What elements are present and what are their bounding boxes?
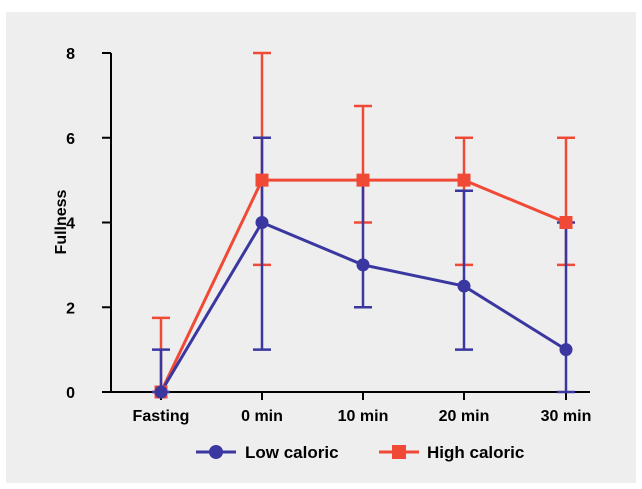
legend-item: Low caloric bbox=[196, 443, 339, 462]
x-tick-label: Fasting bbox=[133, 408, 190, 425]
x-tick-label: 30 min bbox=[541, 408, 592, 425]
series-layer bbox=[152, 51, 575, 399]
legend-label: Low caloric bbox=[245, 443, 339, 462]
data-point bbox=[457, 279, 471, 293]
data-point bbox=[154, 385, 168, 399]
y-tick-label: 2 bbox=[66, 300, 75, 317]
x-tick-label: 10 min bbox=[338, 408, 389, 425]
y-tick-label: 0 bbox=[66, 385, 75, 402]
y-axis-title: Fullness bbox=[53, 189, 70, 254]
legend: Low caloric High caloric bbox=[196, 443, 524, 462]
y-tick-label: 6 bbox=[66, 131, 75, 148]
y-tick-label: 8 bbox=[66, 46, 75, 63]
series-markers-0 bbox=[154, 216, 573, 399]
legend-marker bbox=[209, 445, 223, 459]
legend-label: High caloric bbox=[427, 443, 524, 462]
y-tick-label: 4 bbox=[66, 216, 75, 233]
data-point bbox=[255, 173, 269, 187]
legend-marker bbox=[392, 445, 406, 459]
data-point bbox=[356, 258, 370, 272]
data-point bbox=[457, 173, 471, 187]
axes bbox=[110, 53, 590, 393]
x-tick-label: 20 min bbox=[439, 408, 490, 425]
data-point bbox=[559, 343, 573, 357]
x-ticks: Fasting 0 min 10 min 20 min 30 min bbox=[133, 392, 592, 425]
y-ticks: 0 2 4 6 8 bbox=[66, 46, 111, 402]
data-point bbox=[356, 173, 370, 187]
data-point bbox=[255, 216, 269, 229]
x-tick-label: 0 min bbox=[241, 408, 283, 425]
legend-item: High caloric bbox=[379, 443, 524, 462]
data-point bbox=[559, 216, 573, 229]
